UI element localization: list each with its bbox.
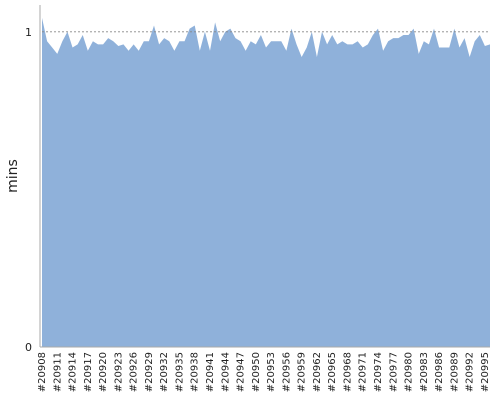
x-tick-label: #20932 [159,352,170,392]
x-tick-label: #20911 [52,352,63,392]
x-tick-label: #20962 [312,352,323,392]
x-tick-label: #20947 [236,352,247,392]
x-tick-label: #20992 [465,352,476,392]
x-tick-label: #20995 [480,352,491,392]
x-tick-label: #20956 [281,352,292,392]
x-tick-label: #20941 [205,352,216,392]
x-tick-label: #20986 [434,352,445,392]
x-tick-label: #20929 [144,352,155,392]
area [42,17,490,348]
x-tick-label: #20965 [327,352,338,392]
x-tick-label: #20974 [373,352,384,392]
x-tick-label: #20944 [220,352,231,392]
x-tick-label: #20953 [266,352,277,392]
x-tick-label: #20977 [388,352,399,392]
x-tick-label: #20971 [358,352,369,392]
x-tick-label: #20914 [68,352,79,392]
x-tick-label: #20917 [83,352,94,392]
y-tick-label: 0 [25,341,32,354]
x-tick-label: #20989 [449,352,460,392]
x-tick-label: #20983 [419,352,430,392]
x-tick-label: #20980 [404,352,415,392]
x-tick-label: #20926 [129,352,140,392]
x-tick-label: #20923 [113,352,124,392]
x-tick-label: #20968 [342,352,353,392]
y-axis-label: mins [5,159,21,193]
x-tick-label: #20950 [251,352,262,392]
x-tick-label: #20935 [174,352,185,392]
y-tick-label: 1 [25,26,32,39]
x-tick-label: #20938 [190,352,201,392]
x-tick-label: #20920 [98,352,109,392]
x-tick-label: #20959 [297,352,308,392]
x-tick-label: #20908 [37,352,48,392]
